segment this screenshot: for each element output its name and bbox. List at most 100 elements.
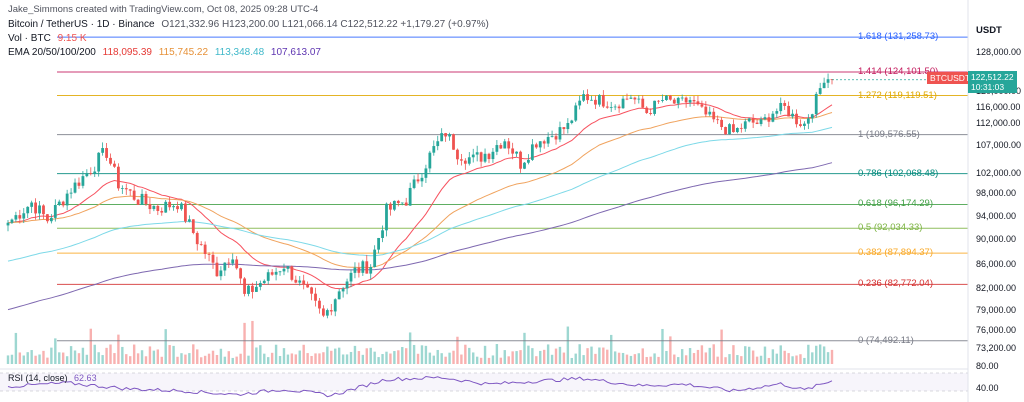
price-tick: 98,000.00	[976, 188, 1017, 198]
volume-bar	[259, 345, 262, 364]
candle-body	[77, 182, 81, 186]
candle	[124, 183, 128, 195]
candle-body	[554, 136, 558, 140]
candle	[373, 245, 377, 268]
candle-body	[172, 206, 175, 208]
candle	[653, 100, 656, 116]
candle	[503, 138, 507, 149]
ohlc-values: O121,332.96 H123,200.00 L121,066.14 C122…	[161, 19, 489, 30]
candle	[207, 252, 211, 262]
volume-bar	[286, 354, 290, 364]
candle-body	[262, 280, 266, 284]
candle	[479, 151, 483, 167]
candle	[459, 153, 463, 166]
candle-body	[109, 157, 112, 164]
volume-bar	[633, 354, 637, 364]
volume-bar	[704, 352, 708, 364]
volume-bar	[822, 346, 826, 364]
candle	[243, 277, 246, 297]
candle-body	[424, 168, 428, 178]
volume-bar	[420, 345, 424, 364]
volume-bar	[625, 354, 629, 364]
candle-body	[93, 171, 97, 174]
rsi-tick: 80.00	[976, 361, 999, 371]
ema-200-line	[7, 162, 833, 311]
candle	[353, 262, 357, 279]
candle-body	[507, 141, 511, 149]
volume-bar	[101, 355, 104, 364]
volume-bar	[669, 336, 672, 364]
candle	[251, 282, 254, 299]
volume-bar	[720, 329, 723, 364]
volume-bar	[136, 353, 140, 364]
candle	[302, 274, 306, 290]
candle-body	[609, 107, 613, 108]
candle-body	[270, 272, 274, 275]
volume-bar	[452, 350, 455, 364]
candle	[136, 198, 140, 205]
volume-bar	[255, 347, 258, 364]
candle-body	[235, 259, 239, 269]
volume-legend: Vol · BTC 9.15 K	[8, 33, 91, 44]
candle-body	[26, 206, 30, 214]
candle-body	[329, 310, 333, 312]
candle-body	[156, 205, 160, 211]
candle-body	[97, 152, 101, 172]
volume-bar	[519, 350, 522, 364]
candle	[73, 178, 77, 194]
volume-bar	[507, 356, 510, 364]
candle-body	[696, 101, 700, 105]
price-tick: 102,000.00	[976, 168, 1022, 178]
volume-bar	[527, 345, 530, 364]
candle-body	[404, 202, 408, 206]
candle	[530, 139, 534, 161]
volume-bar	[361, 354, 365, 364]
candle-body	[684, 97, 688, 103]
volume-bar	[775, 353, 779, 364]
fib-label-0.786: 0.786 (102,068.48)	[858, 167, 939, 179]
candle	[81, 170, 85, 189]
volume-bar	[696, 349, 700, 364]
candle-body	[818, 88, 822, 94]
volume-bar	[830, 349, 834, 364]
candle	[637, 95, 641, 104]
candle-body	[621, 98, 625, 109]
candle	[140, 189, 144, 206]
volume-bar	[397, 350, 400, 364]
candle	[668, 94, 672, 101]
candle	[195, 231, 199, 251]
volume-bar	[282, 348, 286, 364]
volume-bar	[787, 353, 790, 364]
volume-bars	[6, 320, 834, 364]
volume-bar	[621, 352, 625, 364]
candle	[456, 148, 459, 165]
volume-bar	[231, 357, 234, 364]
candle	[743, 118, 747, 132]
volume-bar	[432, 355, 435, 364]
volume-bar	[341, 354, 345, 364]
volume-bar	[546, 344, 550, 364]
candle-body	[101, 148, 105, 153]
candle-body	[69, 192, 73, 194]
candle	[180, 202, 183, 211]
candle	[77, 177, 81, 189]
ema20-value: 118,095.39	[102, 47, 152, 58]
candle-body	[479, 152, 483, 162]
candle-body	[732, 124, 735, 133]
candle-body	[511, 148, 515, 154]
volume-bar	[322, 352, 325, 364]
candle	[515, 151, 518, 157]
candle	[30, 200, 34, 214]
candle-body	[298, 280, 302, 283]
volume-bar	[69, 346, 73, 364]
candle	[724, 126, 727, 135]
volume-bar	[105, 347, 108, 364]
volume-bar	[503, 350, 506, 364]
volume-bar	[542, 349, 546, 364]
candle-body	[164, 201, 168, 213]
volume-bar	[199, 357, 203, 364]
candle	[109, 153, 112, 166]
candle	[558, 121, 562, 143]
candle	[266, 269, 270, 285]
